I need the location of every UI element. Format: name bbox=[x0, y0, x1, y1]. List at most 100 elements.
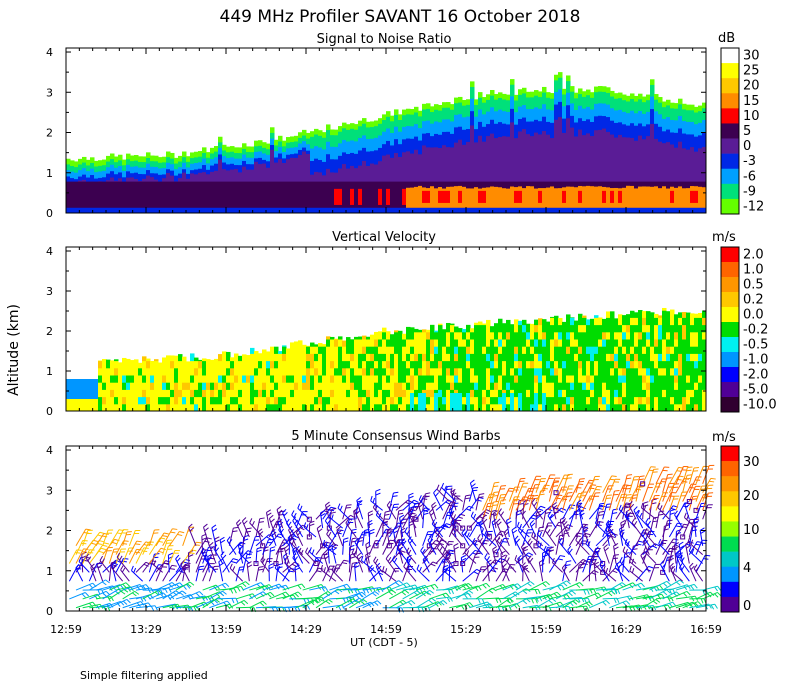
vv-cell bbox=[598, 331, 603, 340]
vv-cell bbox=[666, 331, 671, 340]
wind-barb-flag bbox=[533, 494, 539, 497]
vv-cell bbox=[690, 324, 695, 333]
vv-cell bbox=[666, 339, 671, 347]
vv-cell bbox=[270, 396, 275, 405]
wind-barb-flag bbox=[408, 495, 414, 499]
vv-cell bbox=[534, 353, 539, 362]
vv-cell bbox=[478, 375, 483, 383]
vv-cell bbox=[462, 346, 467, 354]
vv-cell bbox=[482, 323, 487, 326]
vv-cell bbox=[366, 339, 371, 347]
vv-cell bbox=[562, 382, 567, 390]
vv-cell bbox=[502, 360, 507, 369]
wind-barb bbox=[481, 518, 490, 538]
wind-barb bbox=[362, 600, 378, 609]
wind-barb-flag bbox=[410, 600, 416, 605]
vv-cell bbox=[630, 317, 635, 326]
vv-cell bbox=[306, 360, 311, 369]
vv-cell bbox=[570, 317, 575, 326]
vv-cell bbox=[362, 339, 367, 347]
vv-cell bbox=[658, 324, 663, 333]
snr-cell bbox=[150, 181, 155, 213]
wind-barb bbox=[122, 590, 136, 600]
vv-cell bbox=[338, 353, 343, 362]
vv-cell bbox=[306, 346, 311, 354]
wind-barb-flag bbox=[506, 517, 512, 521]
snr-cell bbox=[430, 207, 435, 213]
wind-barb bbox=[488, 482, 495, 502]
wind-barb bbox=[337, 507, 350, 520]
vv-cell bbox=[550, 389, 555, 398]
wind-barb bbox=[182, 564, 187, 582]
vv-cell bbox=[198, 367, 203, 376]
vv-cell bbox=[594, 367, 599, 376]
vv-cell bbox=[486, 353, 491, 362]
vv-cell bbox=[158, 396, 163, 405]
vv-cell bbox=[598, 360, 603, 369]
wind-barb-flag bbox=[414, 584, 419, 590]
vv-cell bbox=[522, 360, 527, 369]
vv-cell bbox=[546, 339, 551, 347]
vv-cell bbox=[450, 323, 455, 326]
vv-cell bbox=[106, 359, 111, 362]
wind-barb-flag bbox=[330, 511, 336, 514]
wind-barb-flag bbox=[242, 582, 247, 587]
vv-cell bbox=[106, 389, 111, 398]
vv-cell bbox=[514, 389, 519, 398]
wind-barb bbox=[129, 602, 149, 609]
wind-barb bbox=[102, 584, 121, 591]
vv-cell bbox=[662, 317, 667, 326]
snr-cell bbox=[326, 207, 331, 213]
vv-cell bbox=[330, 389, 335, 398]
vv-cell bbox=[114, 367, 119, 376]
vv-cell bbox=[346, 396, 351, 405]
snr-cell bbox=[370, 181, 375, 213]
snr-cell bbox=[366, 181, 371, 213]
vv-cell bbox=[506, 360, 511, 369]
vv-cell bbox=[494, 375, 499, 383]
wind-barb bbox=[404, 531, 417, 547]
wind-barb-flag bbox=[522, 546, 527, 551]
wind-barb-flag bbox=[478, 496, 484, 499]
wind-barb-flag bbox=[452, 489, 455, 495]
vv-cell bbox=[626, 339, 631, 347]
wind-barb-flag bbox=[121, 567, 126, 573]
vv-cell bbox=[426, 331, 431, 340]
wind-barb bbox=[229, 567, 244, 582]
wind-barb-flag bbox=[521, 510, 526, 516]
colorbar-frame bbox=[720, 47, 740, 215]
snr-cell bbox=[190, 181, 195, 213]
vv-cell bbox=[566, 367, 571, 376]
wind-barb bbox=[89, 590, 107, 600]
vv-cell bbox=[278, 403, 283, 412]
wind-barb bbox=[268, 518, 277, 538]
snr-cell bbox=[434, 207, 439, 213]
wind-barb-flag bbox=[140, 597, 144, 602]
vv-cell bbox=[618, 331, 623, 340]
vv-cell bbox=[318, 346, 323, 354]
vv-cell bbox=[698, 324, 703, 333]
vv-cell bbox=[522, 353, 527, 362]
vv-cell bbox=[266, 353, 271, 362]
colorbar-label: 0.0 bbox=[743, 308, 764, 323]
wind-barb-flag bbox=[228, 539, 233, 544]
vv-cell bbox=[274, 346, 279, 354]
wind-barb-flag bbox=[376, 587, 380, 593]
vv-cell bbox=[638, 360, 643, 369]
wind-barb bbox=[235, 550, 249, 564]
vv-cell bbox=[558, 375, 563, 383]
wind-barb-flag bbox=[466, 603, 471, 608]
wind-barb bbox=[342, 505, 348, 520]
wind-barb bbox=[395, 519, 403, 538]
vv-cell bbox=[266, 389, 271, 398]
snr-cell bbox=[486, 207, 491, 213]
wind-barb-flag bbox=[249, 518, 253, 524]
vv-cell bbox=[478, 389, 483, 398]
vv-cell bbox=[302, 346, 307, 354]
snr-cell bbox=[70, 207, 75, 213]
wind-barb-flag bbox=[163, 562, 169, 565]
snr-cell bbox=[442, 190, 447, 203]
vv-cell bbox=[686, 367, 691, 376]
wind-barb-flag bbox=[399, 518, 405, 522]
vv-cell bbox=[422, 375, 427, 383]
